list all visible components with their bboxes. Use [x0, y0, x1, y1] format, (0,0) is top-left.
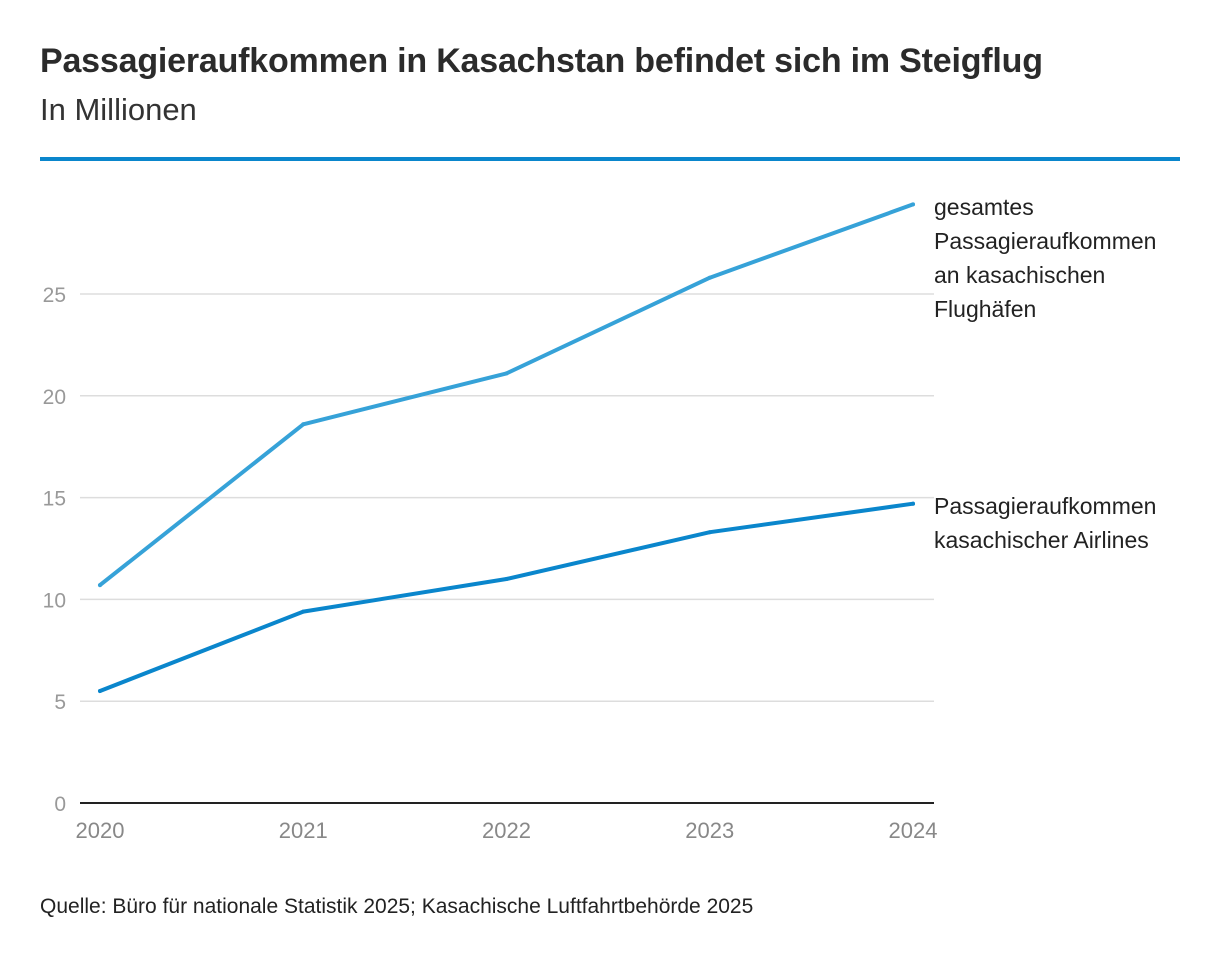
- y-tick-label: 20: [43, 386, 66, 409]
- x-tick-label: 2020: [76, 818, 125, 843]
- y-tick-label: 10: [43, 589, 66, 612]
- x-tick-label: 2022: [482, 818, 531, 843]
- series-line-airlines: [98, 501, 915, 693]
- x-tick-label: 2021: [279, 818, 328, 843]
- series-label-total: gesamtes Passagieraufkommen an kasachisc…: [934, 190, 1156, 326]
- series-label-line: Passagieraufkommen: [934, 228, 1157, 254]
- data-point: [707, 275, 712, 280]
- x-tick-label: 2023: [685, 818, 734, 843]
- data-point: [98, 583, 102, 588]
- y-axis-ticks: 0 5 10 15 20 25: [43, 284, 66, 816]
- data-point: [707, 530, 712, 535]
- y-tick-label: 15: [43, 488, 66, 511]
- y-tick-label: 5: [54, 691, 66, 714]
- data-point: [504, 371, 509, 376]
- series-label-airlines: Passagieraufkommen kasachischer Airlines: [934, 489, 1156, 557]
- series-label-line: kasachischer Airlines: [934, 527, 1149, 553]
- header-divider: [40, 157, 1180, 161]
- source-note: Quelle: Büro für nationale Statistik 202…: [40, 895, 754, 918]
- chart-title: Passagieraufkommen in Kasachstan befinde…: [40, 42, 1043, 80]
- data-point: [504, 577, 509, 582]
- series-label-line: an kasachischen: [934, 262, 1106, 288]
- data-point: [301, 422, 306, 427]
- data-point: [301, 609, 306, 614]
- series-line-total: [98, 202, 915, 588]
- chart-subtitle: In Millionen: [40, 92, 197, 127]
- x-axis-ticks: 2020 2021 2022 2023 2024: [76, 818, 938, 843]
- grid-layer: [80, 293, 934, 702]
- y-tick-label: 0: [54, 793, 66, 816]
- series-label-line: Flughäfen: [934, 296, 1037, 322]
- data-point: [911, 202, 915, 207]
- y-tick-label: 25: [43, 284, 66, 307]
- series-layer: [98, 202, 915, 694]
- series-label-line: gesamtes: [934, 194, 1034, 220]
- data-point: [98, 689, 102, 694]
- data-point: [911, 501, 915, 506]
- series-label-line: Passagieraufkommen: [934, 493, 1157, 519]
- x-tick-label: 2024: [889, 818, 938, 843]
